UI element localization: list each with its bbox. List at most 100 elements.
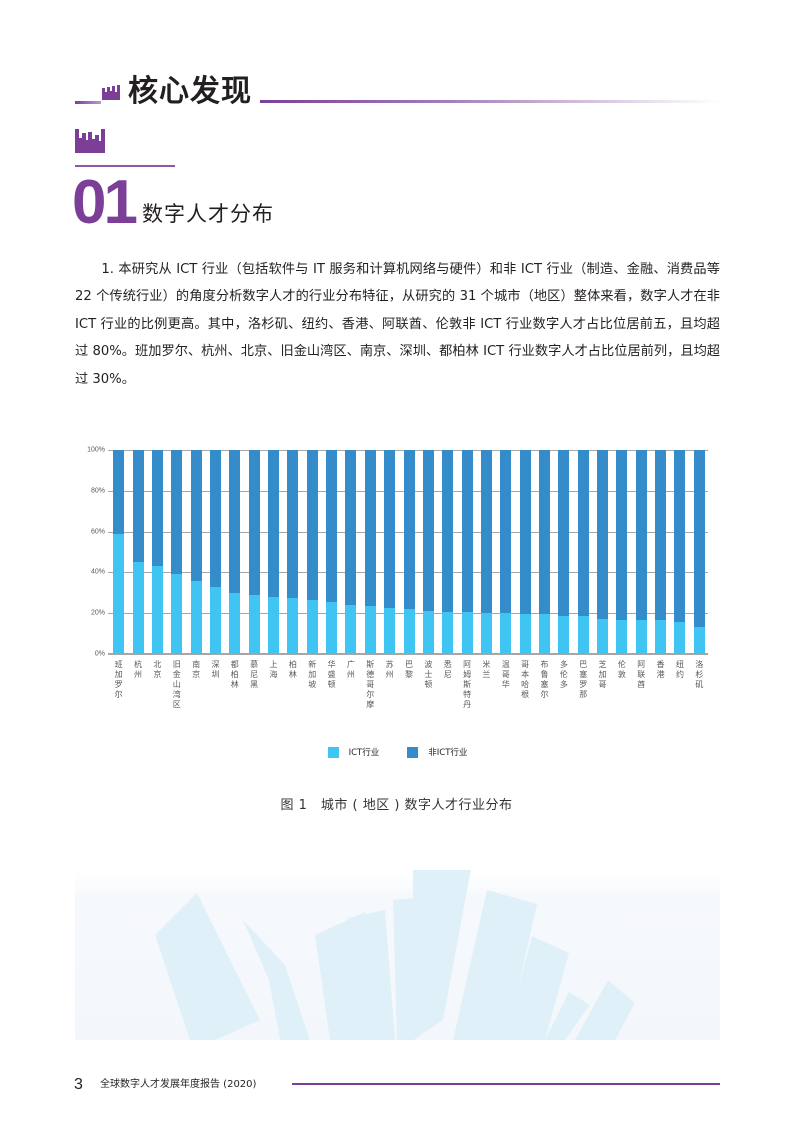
bar-segment-non-ict <box>326 450 338 602</box>
x-tick-label: 北京 <box>153 660 162 679</box>
bar-7 <box>248 450 260 654</box>
bar-segment-ict <box>519 613 531 654</box>
bar-segment-non-ict <box>693 450 705 627</box>
bar-segment-non-ict <box>384 450 396 609</box>
x-tick-label: 新加坡 <box>308 660 317 689</box>
bar-17 <box>442 450 454 654</box>
legend-item-non-ict: 非ICT行业 <box>407 746 467 758</box>
bar-segment-non-ict <box>364 450 376 607</box>
bar-6 <box>229 450 241 654</box>
legend-label-non-ict: 非ICT行业 <box>428 748 468 758</box>
bar-segment-ict <box>597 618 609 654</box>
x-tick-label: 温哥华 <box>501 660 510 689</box>
bar-segment-non-ict <box>209 450 221 587</box>
legend-swatch-ict <box>327 746 339 758</box>
bar-segment-non-ict <box>655 450 667 621</box>
x-tick-label: 悉尼 <box>443 660 452 679</box>
x-axis: 班加罗尔 杭州北京 旧金山湾区 南京深圳 都柏林 慕尼黑 上海柏林 新加坡 华盛顿 广州 斯德哥尔摩… <box>108 660 708 720</box>
x-tick-label: 广州 <box>346 660 355 679</box>
bar-segment-ict <box>442 612 454 654</box>
bar-segment-ict <box>345 605 357 654</box>
bar-chart-icon <box>102 85 120 100</box>
bar-chart-icon <box>75 129 105 157</box>
y-axis: 0% 20% 40% 60% 80% 100% <box>75 440 105 660</box>
bar-16 <box>422 450 434 654</box>
bar-2 <box>151 450 163 654</box>
report-title: 全球数字人才发展年度报告 (2020) <box>100 1079 257 1090</box>
page-header-title: 核心发现 <box>128 74 252 109</box>
bar-segment-non-ict <box>403 450 415 610</box>
bar-segment-non-ict <box>132 450 144 563</box>
x-tick-label: 慕尼黑 <box>250 660 259 689</box>
bar-segment-non-ict <box>597 450 609 619</box>
bar-segment-ict <box>209 586 221 654</box>
bar-segment-ict <box>422 611 434 654</box>
bar-20 <box>500 450 512 654</box>
x-tick-label: 班加罗尔 <box>114 660 123 699</box>
x-tick-label: 多伦多 <box>559 660 568 689</box>
bar-15 <box>403 450 415 654</box>
bar-segment-ict <box>538 613 550 654</box>
bar-segment-non-ict <box>229 450 241 593</box>
x-tick-label: 哥本哈根 <box>521 660 530 699</box>
bar-25 <box>597 450 609 654</box>
gridline <box>108 653 708 655</box>
bar-19 <box>480 450 492 654</box>
bar-segment-ict <box>558 615 570 654</box>
bar-segment-ict <box>113 533 125 654</box>
bar-12 <box>345 450 357 654</box>
bar-segment-ict <box>693 626 705 654</box>
x-tick-label: 巴塞罗那 <box>579 660 588 699</box>
x-tick-label: 布鲁塞尔 <box>540 660 549 699</box>
bar-segment-non-ict <box>287 450 299 598</box>
header-rule-left <box>75 101 101 104</box>
bar-segment-ict <box>229 592 241 654</box>
bar-segment-ict <box>248 594 260 654</box>
bar-18 <box>461 450 473 654</box>
bar-segment-non-ict <box>538 450 550 614</box>
bar-segment-non-ict <box>442 450 454 613</box>
x-tick-label: 南京 <box>192 660 201 679</box>
bar-segment-ict <box>364 606 376 654</box>
body-paragraph: 1. 本研究从 ICT 行业（包括软件与 IT 服务和计算机网络与硬件）和非 I… <box>75 262 720 387</box>
header-rule-right <box>260 100 720 103</box>
bar-3 <box>171 450 183 654</box>
bar-segment-non-ict <box>480 450 492 614</box>
x-tick-label: 纽约 <box>675 660 684 679</box>
bar-segment-ict <box>151 566 163 654</box>
bar-segment-ict <box>480 613 492 654</box>
bar-9 <box>287 450 299 654</box>
bar-0 <box>113 450 125 654</box>
y-tick-label: 20% <box>90 609 105 617</box>
page-number: 3 <box>74 1076 83 1093</box>
bar-5 <box>209 450 221 654</box>
x-tick-label: 巴黎 <box>405 660 413 679</box>
bar-segment-ict <box>306 599 318 654</box>
x-tick-label: 深圳 <box>211 660 220 679</box>
bar-4 <box>190 450 202 654</box>
legend-swatch-non-ict <box>407 746 419 758</box>
bar-segment-non-ict <box>558 450 570 616</box>
x-tick-label: 阿联酋 <box>637 660 646 689</box>
bar-segment-non-ict <box>171 450 183 575</box>
bar-segment-ict <box>655 620 667 654</box>
bar-segment-ict <box>132 562 144 654</box>
bar-segment-non-ict <box>422 450 434 612</box>
bar-segment-non-ict <box>345 450 357 606</box>
bar-segment-non-ict <box>113 450 125 534</box>
bar-segment-ict <box>171 574 183 654</box>
bar-segment-ict <box>384 608 396 654</box>
y-tick-label: 100% <box>87 446 105 454</box>
bar-1 <box>132 450 144 654</box>
x-tick-label: 苏州 <box>385 660 394 679</box>
bar-segment-non-ict <box>268 450 280 597</box>
bar-segment-ict <box>403 609 415 654</box>
x-tick-label: 柏林 <box>288 660 297 679</box>
section-rule <box>75 165 175 167</box>
legend-label-ict: ICT行业 <box>348 748 380 758</box>
stacked-bar-chart: 0% 20% 40% 60% 80% 100% 班加罗尔 杭州北京 旧金山湾区 南京深圳 都柏林 慕… <box>75 440 720 758</box>
bar-segment-ict <box>577 616 589 654</box>
legend-item-ict: ICT行业 <box>327 746 380 758</box>
bar-8 <box>268 450 280 654</box>
bar-segment-ict <box>268 596 280 654</box>
